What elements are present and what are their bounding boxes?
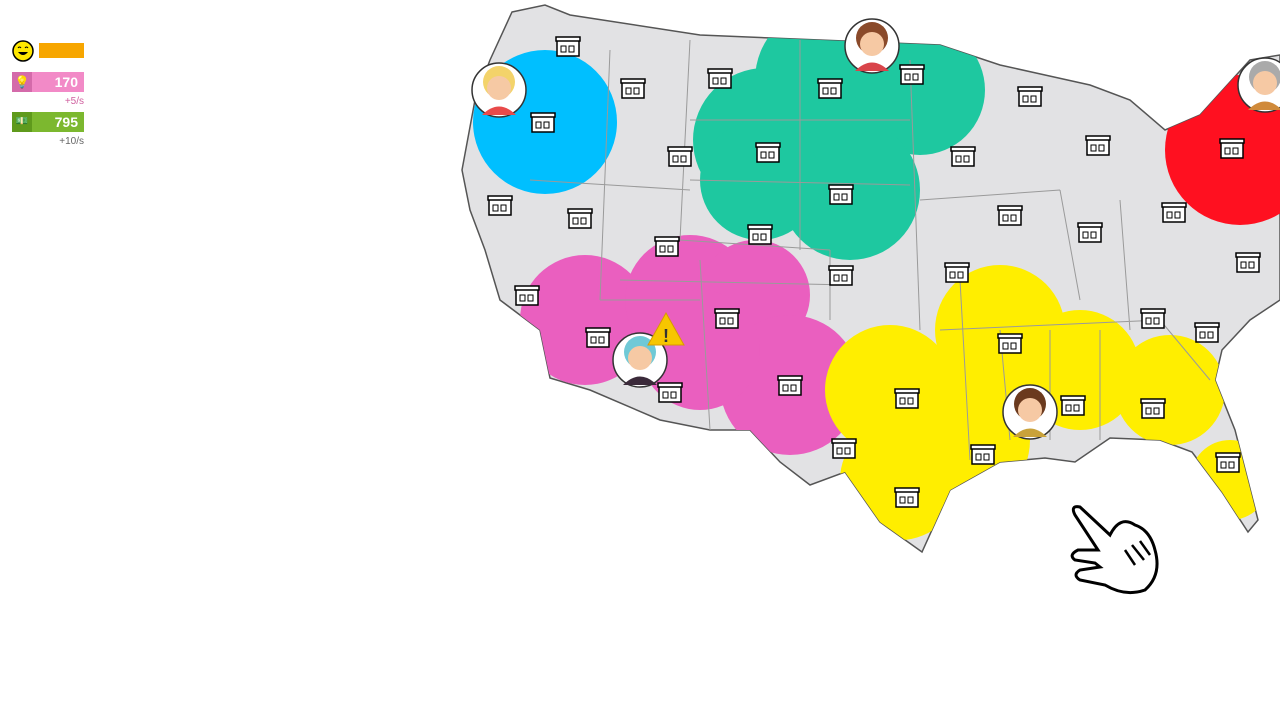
building-icon[interactable] [997,205,1023,226]
building-icon[interactable] [894,487,920,508]
avatar[interactable] [1237,57,1280,113]
building-icon[interactable] [970,444,996,465]
building-icon[interactable] [707,68,733,89]
building-icon[interactable] [747,224,773,245]
building-icon[interactable] [1235,252,1261,273]
happiness-meter [12,40,84,62]
research-value: 170 [54,74,78,90]
building-icon[interactable] [777,375,803,396]
hand-pointer-icon [1070,505,1159,595]
avatar[interactable] [471,62,527,118]
building-icon[interactable] [1194,322,1220,343]
building-icon[interactable] [817,78,843,99]
building-icon[interactable] [714,308,740,329]
building-icon[interactable] [585,327,611,348]
building-icon[interactable] [1085,135,1111,156]
building-icon[interactable] [755,142,781,163]
building-icon[interactable] [1060,395,1086,416]
building-icon[interactable] [831,438,857,459]
building-icon[interactable] [1215,452,1241,473]
building-icon[interactable] [620,78,646,99]
building-icon[interactable] [530,112,556,133]
building-icon[interactable] [828,265,854,286]
building-icon[interactable] [1140,308,1166,329]
research-rate: +5/s [64,96,84,107]
money-counter: 💵 795 [12,112,84,132]
research-counter: 💡 170 [12,72,84,92]
building-icon[interactable] [1140,398,1166,419]
building-icon[interactable] [1219,138,1245,159]
building-icon[interactable] [1077,222,1103,243]
building-icon[interactable] [944,262,970,283]
svg-text:!: ! [663,326,669,346]
avatar[interactable] [844,18,900,74]
cash-icon: 💵 [12,112,32,132]
building-icon[interactable] [899,64,925,85]
building-icon[interactable] [667,146,693,167]
building-icon[interactable] [567,208,593,229]
building-icon[interactable] [894,388,920,409]
building-icon[interactable] [657,382,683,403]
money-rate: +10/s [59,136,84,147]
building-icon[interactable] [1161,202,1187,223]
building-icon[interactable] [997,333,1023,354]
warning-icon: ! [647,311,685,346]
lightbulb-brain-icon: 💡 [12,72,32,92]
money-value: 795 [54,114,78,130]
building-icon[interactable] [514,285,540,306]
happiness-bar [39,43,84,58]
building-icon[interactable] [950,146,976,167]
building-icon[interactable] [1017,86,1043,107]
building-icon[interactable] [555,36,581,57]
smiley-icon [12,40,34,62]
avatar[interactable] [1002,384,1058,440]
building-icon[interactable] [487,195,513,216]
building-icon[interactable] [654,236,680,257]
building-icon[interactable] [828,184,854,205]
